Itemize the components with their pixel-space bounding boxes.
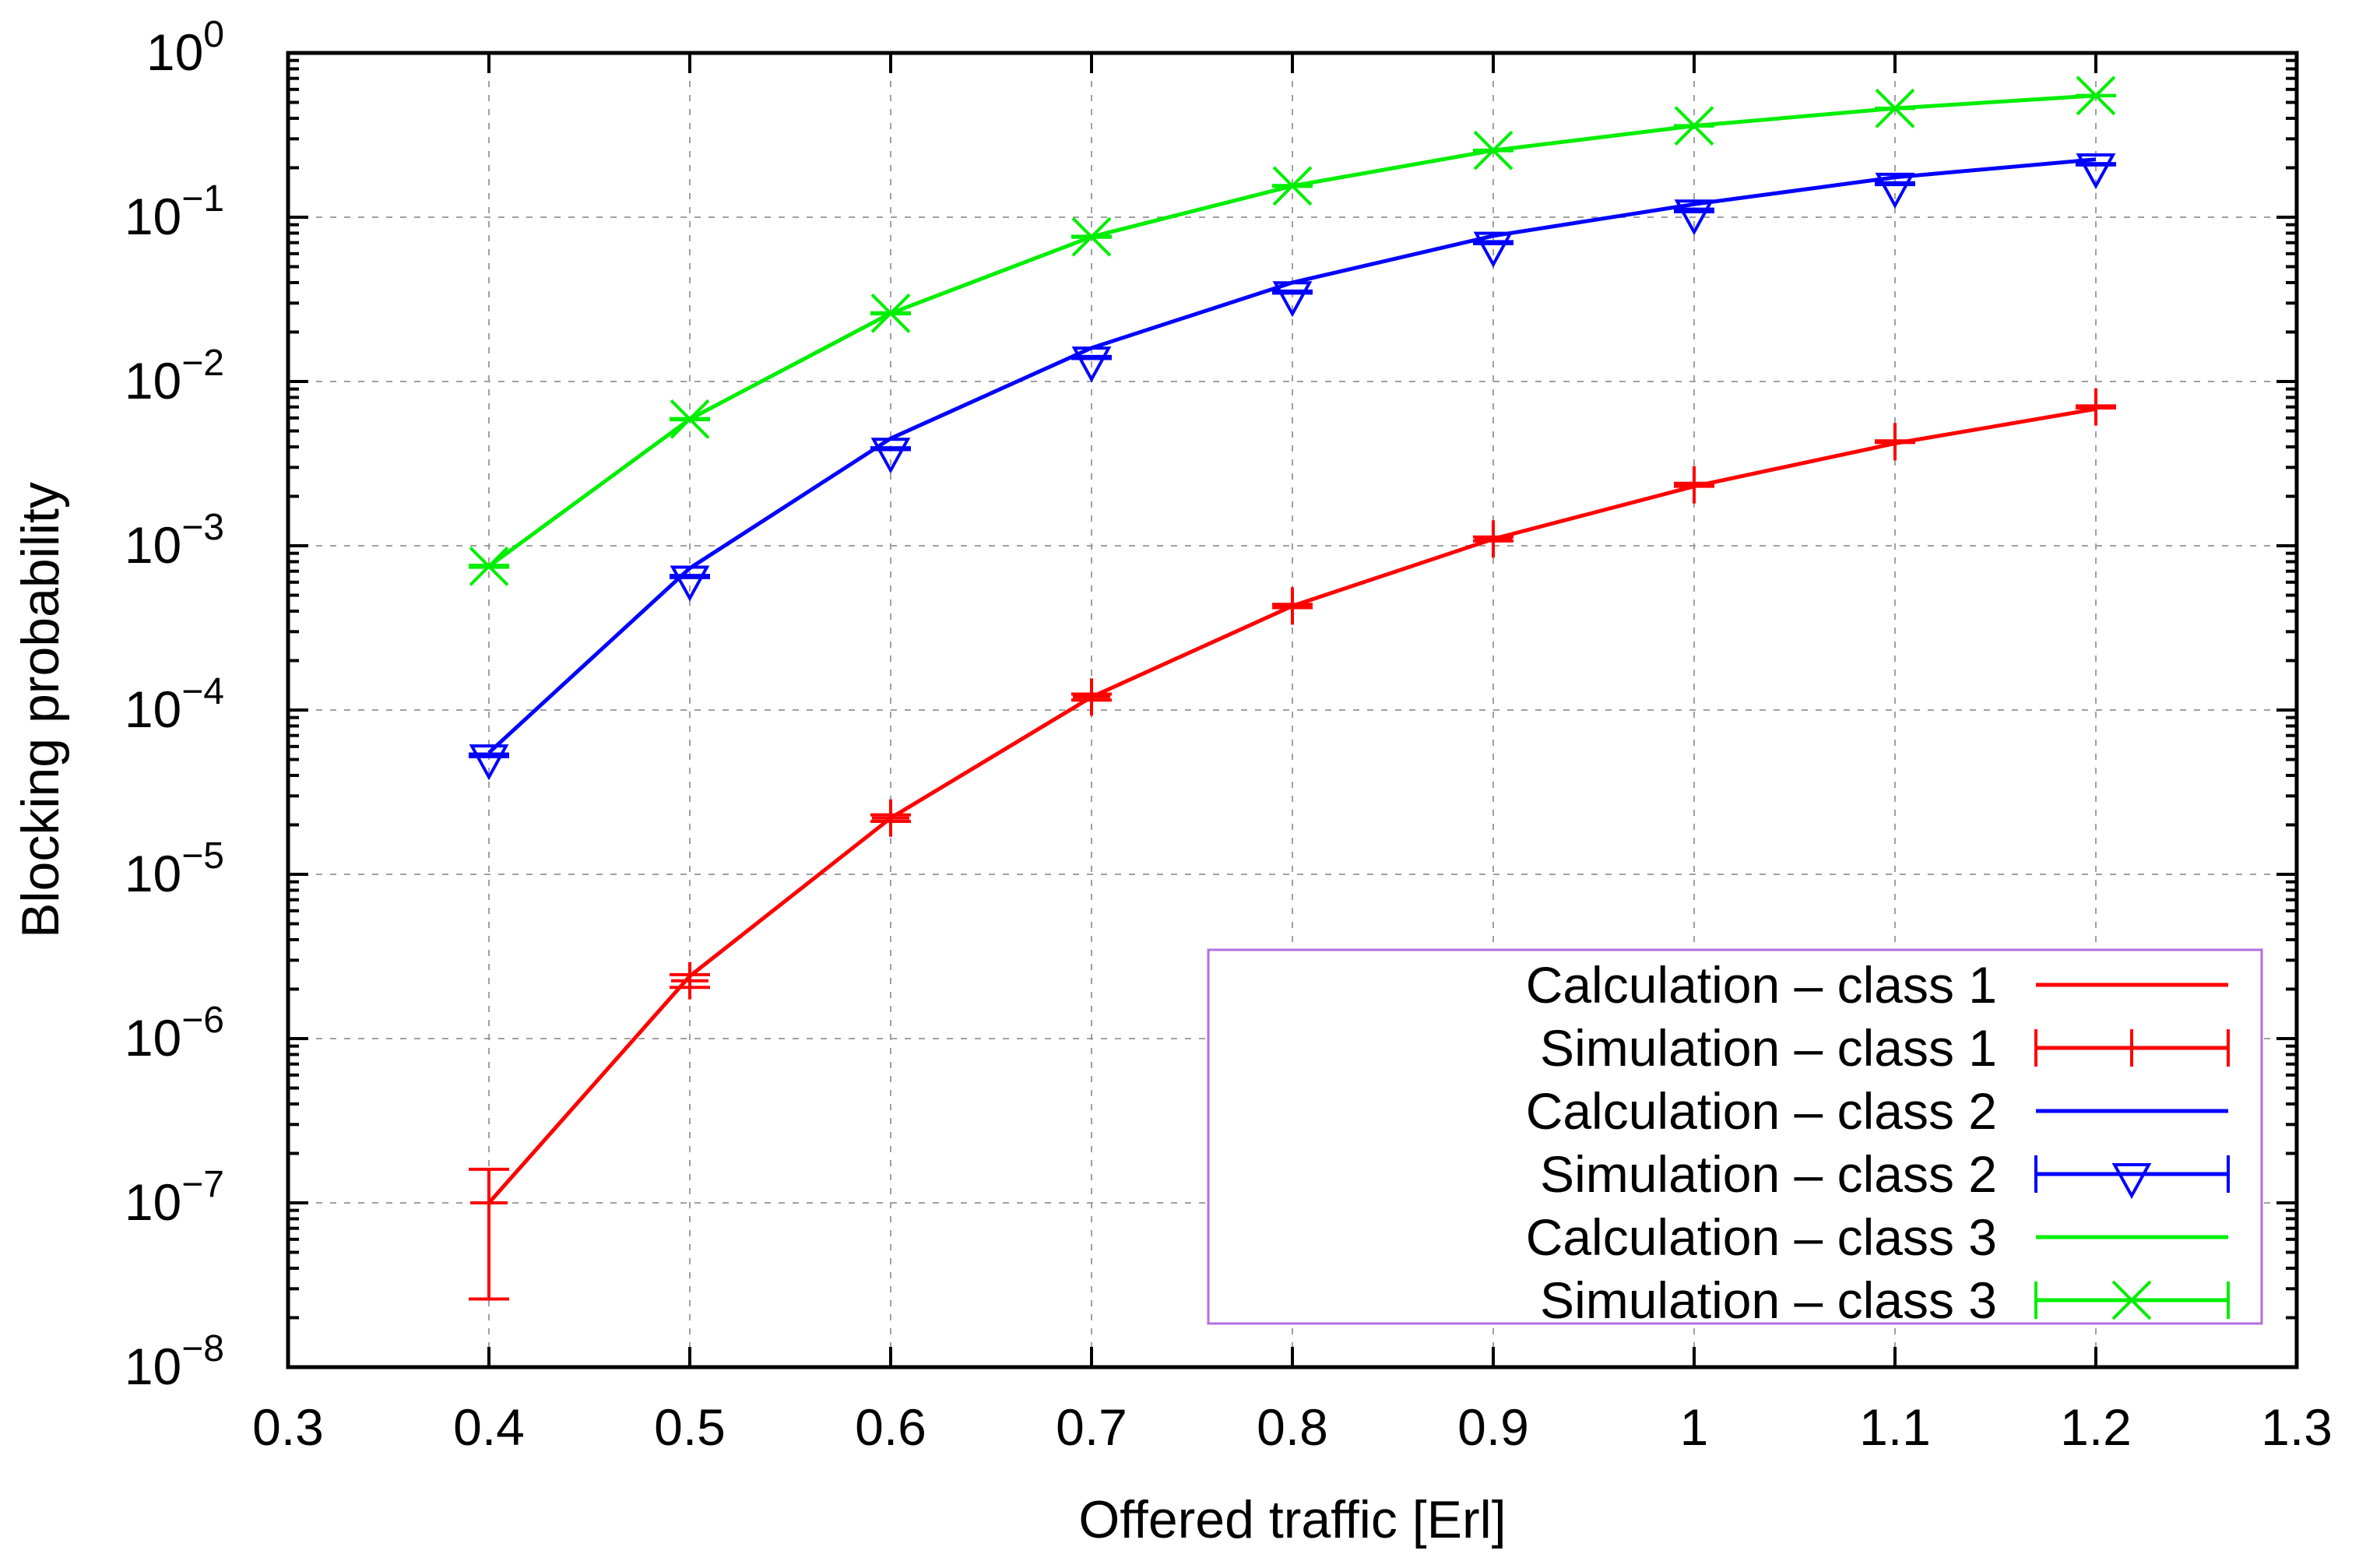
y-tick-label: 10−7	[125, 1164, 224, 1231]
data-point-marker	[469, 546, 509, 586]
data-point-marker	[469, 744, 509, 781]
data-point-marker	[2076, 76, 2116, 116]
y-tick-label: 100	[146, 14, 224, 81]
y-tick-label: 10−4	[125, 671, 224, 738]
series-3	[487, 157, 2097, 754]
data-point-marker	[870, 438, 911, 474]
legend-entry: Calculation – class 1	[1526, 956, 2228, 1014]
x-tick-label: 0.6	[855, 1398, 926, 1456]
data-point-marker	[1272, 166, 1313, 206]
legend-marker	[2111, 1163, 2152, 1200]
x-axis-title: Offered traffic [Erl]	[1078, 1490, 1506, 1549]
legend-marker	[2111, 1280, 2152, 1320]
series-layer	[469, 76, 2116, 1301]
legend-label: Calculation – class 1	[1526, 956, 1997, 1014]
data-point-marker	[1272, 281, 1313, 318]
y-tick-label: 10−8	[125, 1328, 224, 1395]
data-point-marker	[1875, 88, 1915, 128]
y-tick-label: 10−5	[125, 835, 224, 902]
x-tick-label: 0.4	[453, 1398, 525, 1456]
legend-label: Simulation – class 3	[1540, 1271, 1997, 1329]
legend-entry: Simulation – class 3	[1540, 1271, 2230, 1329]
data-point-marker	[1473, 231, 1513, 268]
y-axis-tick-labels: 100 10−1 10−2 10−3 10−4 10−5 10−6 10−7 10−8	[125, 14, 224, 1395]
x-tick-label: 1.1	[1859, 1398, 1931, 1456]
series-4	[469, 153, 2116, 781]
data-point-marker	[1674, 199, 1714, 236]
legend-entry: Calculation – class 3	[1526, 1208, 2228, 1266]
legend-entry: Calculation – class 2	[1526, 1082, 2228, 1140]
data-point-marker	[670, 399, 710, 439]
legend-box	[1207, 948, 2263, 1325]
y-tick-label: 10−6	[125, 1000, 224, 1067]
x-tick-label: 0.5	[654, 1398, 726, 1456]
x-tick-label: 1	[1680, 1398, 1709, 1456]
data-point-marker	[2076, 153, 2116, 190]
x-tick-label: 1.2	[2060, 1398, 2132, 1456]
data-point-marker	[1674, 106, 1714, 146]
legend-label: Calculation – class 3	[1526, 1208, 1997, 1266]
series-2	[469, 388, 2116, 1301]
legend-label: Simulation – class 2	[1540, 1145, 1997, 1203]
legend-label: Simulation – class 1	[1540, 1019, 1997, 1077]
series-line	[487, 157, 2097, 754]
x-axis-tick-labels: 0.3 0.4 0.5 0.6 0.7 0.8 0.9 1 1.1 1.2 1.3	[252, 1398, 2333, 1456]
series-6	[469, 76, 2116, 586]
x-tick-label: 1.3	[2261, 1398, 2333, 1456]
axis-ticks	[287, 51, 2298, 1369]
data-point-marker	[1875, 172, 1915, 209]
data-point-marker	[870, 294, 911, 333]
data-point-marker	[1473, 130, 1513, 171]
data-point-marker	[1071, 216, 1112, 257]
x-tick-label: 0.3	[252, 1398, 324, 1456]
legend-entry: Simulation – class 2	[1540, 1145, 2230, 1203]
x-tick-label: 0.7	[1056, 1398, 1127, 1456]
data-point-marker	[670, 565, 710, 602]
legend-entry: Simulation – class 1	[1540, 1019, 2230, 1077]
y-tick-label: 10−2	[125, 343, 224, 410]
x-tick-label: 0.9	[1457, 1398, 1529, 1456]
y-tick-label: 10−1	[125, 178, 224, 245]
y-axis-title: Blocking probability	[11, 482, 70, 938]
data-point-marker	[1071, 346, 1112, 383]
legend-label: Calculation – class 2	[1526, 1082, 1997, 1140]
x-tick-label: 0.8	[1257, 1398, 1328, 1456]
y-tick-label: 10−3	[125, 507, 224, 574]
